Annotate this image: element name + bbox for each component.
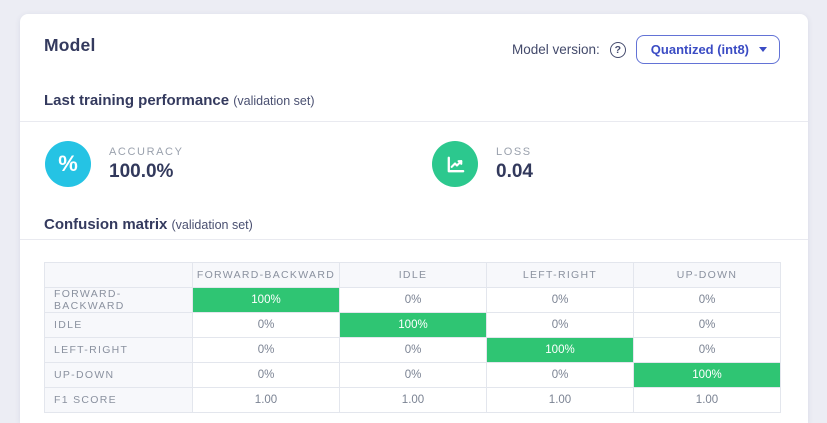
column-header: FORWARD-BACKWARD <box>192 262 340 288</box>
confusion-matrix-header: FORWARD-BACKWARD IDLE LEFT-RIGHT UP-DOWN <box>44 262 781 288</box>
model-panel: Model Model version: ? Quantized (int8) … <box>20 14 808 423</box>
confusion-cell: 100% <box>192 287 340 313</box>
confusion-header-row: FORWARD-BACKWARD IDLE LEFT-RIGHT UP-DOWN <box>44 262 781 288</box>
table-row: LEFT-RIGHT 0% 0% 100% 0% <box>44 337 781 363</box>
table-row: FORWARD-BACKWARD 100% 0% 0% 0% <box>44 287 781 313</box>
confusion-cell: 0% <box>633 287 781 313</box>
accuracy-metric: % ACCURACY 100.0% <box>45 141 184 187</box>
divider <box>20 239 808 240</box>
model-version-label: Model version: <box>511 42 600 57</box>
page-title: Model <box>44 35 96 55</box>
row-label: LEFT-RIGHT <box>44 337 193 363</box>
row-label: UP-DOWN <box>44 362 193 388</box>
confusion-cell: 0% <box>339 362 487 388</box>
row-label: IDLE <box>44 312 193 338</box>
model-version-area: Model version: ? Quantized (int8) <box>512 35 780 64</box>
column-header: LEFT-RIGHT <box>486 262 634 288</box>
confusion-cell: 0% <box>633 312 781 338</box>
confusion-matrix-body: FORWARD-BACKWARD 100% 0% 0% 0% IDLE 0% 100% 0% 0%… <box>44 287 781 413</box>
row-label: FORWARD-BACKWARD <box>44 287 193 313</box>
loss-label: LOSS <box>496 145 532 158</box>
confusion-cell: 0% <box>339 287 487 313</box>
column-header: IDLE <box>339 262 487 288</box>
chevron-down-icon <box>759 47 767 52</box>
confusion-cell: 1.00 <box>192 387 340 413</box>
confusion-matrix-table: FORWARD-BACKWARD IDLE LEFT-RIGHT UP-DOWN FO… <box>44 262 781 413</box>
table-row: F1 SCORE 1.00 1.00 1.00 1.00 <box>44 387 781 413</box>
confusion-cell: 0% <box>486 287 634 313</box>
confusion-cell: 1.00 <box>486 387 634 413</box>
confusion-heading-suffix: (validation set) <box>171 218 253 232</box>
confusion-heading: Confusion matrix (validation set) <box>44 216 253 233</box>
divider <box>20 121 808 122</box>
confusion-cell: 0% <box>486 362 634 388</box>
loss-value: 0.04 <box>496 160 533 182</box>
confusion-cell: 1.00 <box>633 387 781 413</box>
column-header: UP-DOWN <box>633 262 781 288</box>
percent-icon: % <box>45 141 91 187</box>
confusion-cell: 100% <box>486 337 634 363</box>
confusion-cell: 100% <box>633 362 781 388</box>
help-circle-icon[interactable]: ? <box>609 41 626 58</box>
confusion-cell: 100% <box>339 312 487 338</box>
confusion-cell: 0% <box>192 337 340 363</box>
table-row: UP-DOWN 0% 0% 0% 100% <box>44 362 781 388</box>
line-chart-icon <box>432 141 478 187</box>
confusion-cell: 0% <box>192 312 340 338</box>
model-version-dropdown[interactable]: Quantized (int8) <box>635 35 780 64</box>
performance-heading-suffix: (validation set) <box>233 94 315 108</box>
loss-metric: LOSS 0.04 <box>432 141 533 187</box>
accuracy-value: 100.0% <box>109 160 174 182</box>
accuracy-label: ACCURACY <box>109 145 184 158</box>
model-version-value: Quantized (int8) <box>650 42 749 57</box>
row-label: F1 SCORE <box>44 387 193 413</box>
confusion-cell: 0% <box>192 362 340 388</box>
confusion-cell: 0% <box>486 312 634 338</box>
table-row: IDLE 0% 100% 0% 0% <box>44 312 781 338</box>
performance-heading: Last training performance (validation se… <box>44 92 315 109</box>
confusion-cell: 1.00 <box>339 387 487 413</box>
corner-cell <box>44 262 193 288</box>
confusion-cell: 0% <box>633 337 781 363</box>
confusion-cell: 0% <box>339 337 487 363</box>
